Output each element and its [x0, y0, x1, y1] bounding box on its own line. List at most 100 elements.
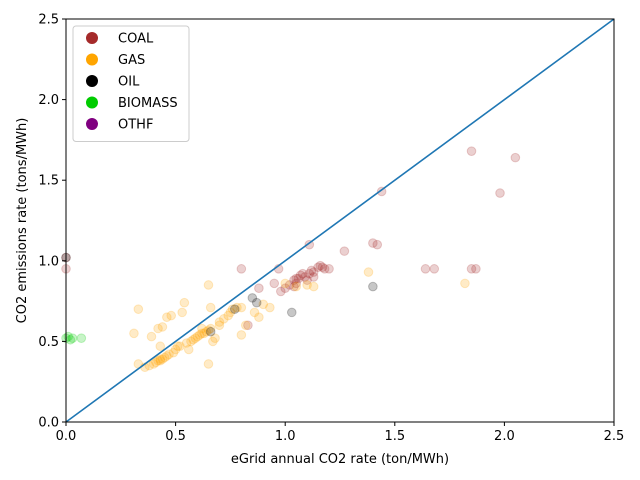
data-point-coal — [306, 265, 317, 276]
data-point-coal — [295, 270, 306, 281]
data-point-gas — [258, 299, 269, 310]
data-point-oil — [205, 326, 216, 337]
data-point-gas — [170, 344, 181, 355]
data-point-gas — [214, 317, 225, 327]
data-point-gas — [186, 336, 196, 347]
data-point-biomass — [76, 333, 87, 343]
data-point-oil — [229, 304, 240, 314]
data-point-gas — [308, 281, 319, 292]
data-point-gas — [199, 328, 209, 339]
data-point-coal — [315, 260, 326, 271]
data-point-coal — [466, 264, 477, 274]
data-point-gas — [219, 314, 229, 324]
data-point-coal — [236, 264, 247, 274]
data-point-oil — [368, 281, 378, 292]
data-point-gas — [175, 341, 185, 352]
legend-marker-biomass — [86, 96, 98, 109]
data-point-coal — [269, 278, 280, 289]
data-point-gas — [223, 310, 234, 321]
data-point-gas — [240, 320, 251, 331]
data-point-coal — [302, 275, 312, 285]
data-point-coal — [308, 267, 319, 277]
y-axis-ticks: 0.0 0.5 1.0 1.5 2.0 2.5 — [38, 13, 66, 431]
data-point-coal — [289, 281, 299, 292]
data-point-gas — [164, 349, 174, 360]
legend-label-biomass: BIOMASS — [118, 96, 178, 111]
data-point-gas — [363, 267, 374, 277]
data-point-gas — [168, 347, 179, 358]
data-point-gas — [172, 341, 183, 352]
data-point-coal — [291, 278, 301, 289]
data-point-gas — [129, 328, 139, 339]
data-point-gas — [280, 278, 291, 289]
data-point-gas — [157, 354, 168, 364]
data-point-coal — [304, 268, 315, 279]
data-point-gas — [203, 280, 214, 290]
data-point-coal — [324, 264, 334, 274]
data-point-biomass — [67, 333, 78, 343]
data-point-gas — [181, 338, 192, 348]
x-axis-ticks: 0.0 0.5 1.0 1.5 2.0 2.5 — [56, 422, 625, 444]
data-point-gas — [227, 304, 238, 314]
legend-label-gas: GAS — [118, 53, 145, 68]
data-point-gas — [205, 323, 216, 334]
data-point-coal — [304, 239, 315, 250]
data-point-coal — [254, 283, 264, 294]
data-point-coal — [284, 280, 295, 290]
x-tick-label: 0.0 — [56, 429, 77, 444]
data-point-gas — [183, 344, 194, 355]
data-point-coal — [289, 275, 299, 285]
y-tick-label: 2.5 — [38, 13, 59, 28]
data-point-gas — [155, 354, 166, 364]
data-point-oil — [247, 293, 258, 303]
data-point-gas — [190, 333, 201, 343]
data-point-coal — [471, 264, 481, 274]
legend-label-othf: OTHF — [118, 118, 153, 133]
data-point-gas — [153, 323, 163, 334]
data-point-gas — [166, 310, 177, 321]
data-point-gas — [225, 307, 236, 318]
x-tick-label: 1.5 — [384, 429, 405, 444]
data-point-gas — [249, 307, 260, 318]
data-point-gas — [179, 297, 190, 308]
legend: COAL GAS OIL BIOMASS OTHF — [72, 25, 190, 142]
data-point-gas — [302, 280, 312, 290]
data-point-gas — [291, 281, 301, 292]
data-point-coal — [293, 273, 304, 284]
legend-label-oil: OIL — [118, 75, 140, 90]
data-point-gas — [148, 359, 159, 369]
data-point-coal — [276, 286, 286, 297]
data-point-coal — [243, 320, 253, 331]
data-point-coal — [510, 152, 521, 163]
data-point-gas — [236, 330, 247, 340]
data-point-gas — [210, 333, 220, 343]
data-point-gas — [254, 312, 264, 323]
data-point-gas — [133, 304, 144, 314]
data-point-coal — [420, 264, 431, 274]
y-tick-label: 1.0 — [38, 254, 59, 269]
data-point-coal — [300, 272, 310, 282]
data-point-coal — [466, 146, 477, 156]
data-point-gas — [159, 352, 170, 363]
legend-marker-gas — [86, 53, 98, 66]
y-tick-label: 2.0 — [38, 93, 59, 108]
data-point-gas — [201, 326, 212, 337]
x-tick-label: 1.0 — [275, 429, 296, 444]
data-point-coal — [308, 272, 319, 282]
data-point-gas — [460, 278, 470, 289]
data-point-gas — [157, 322, 168, 332]
x-tick-label: 2.5 — [604, 429, 625, 444]
data-point-coal — [495, 188, 505, 198]
data-point-coal — [291, 273, 301, 284]
data-point-gas — [188, 334, 198, 345]
data-point-gas — [203, 325, 214, 335]
y-tick-label: 0.5 — [38, 335, 59, 350]
data-point-gas — [155, 341, 166, 352]
data-point-coal — [297, 268, 308, 279]
data-point-gas — [203, 359, 214, 369]
legend-marker-othf — [86, 118, 98, 130]
data-point-coal — [339, 246, 350, 256]
data-point-coal — [317, 262, 328, 273]
data-point-coal — [376, 186, 387, 197]
